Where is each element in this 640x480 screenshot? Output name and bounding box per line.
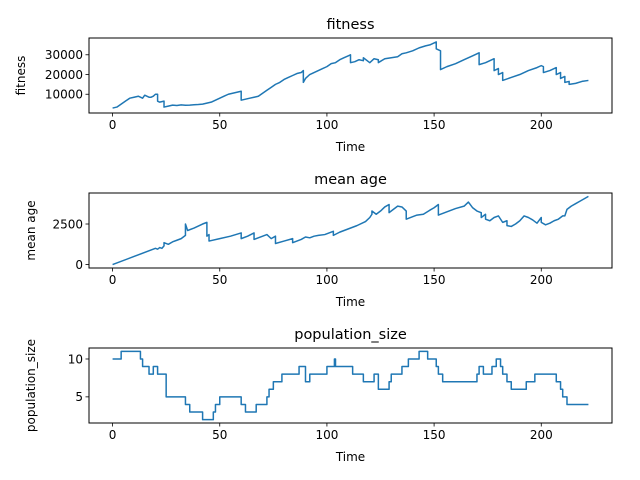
x-tick-label-1: 50 <box>212 428 227 442</box>
x-axis-label: Time <box>335 450 365 464</box>
chart-title: mean age <box>314 172 387 188</box>
x-tick-label-2: 100 <box>315 273 338 287</box>
y-tick-label-1: 10 <box>68 352 83 366</box>
y-tick-label-2: 30000 <box>45 48 83 62</box>
x-tick-label-4: 200 <box>530 273 553 287</box>
chart-title: fitness <box>326 17 374 33</box>
x-tick-label-3: 150 <box>423 118 446 132</box>
x-tick-label-2: 100 <box>315 428 338 442</box>
y-tick-label-0: 10000 <box>45 88 83 102</box>
series-line-0 <box>112 41 589 109</box>
chart-title: population_size <box>294 327 407 343</box>
plot-frame <box>88 347 613 424</box>
y-tick-label-1: 20000 <box>45 68 83 82</box>
y-axis-label: mean age <box>24 200 38 260</box>
x-tick-label-3: 150 <box>423 273 446 287</box>
y-tick-label-0: 5 <box>75 390 83 404</box>
x-tick-label-1: 50 <box>212 273 227 287</box>
subplot-1: 0 50 100 150 200 0 2500 mean age Time mean age <box>24 172 613 309</box>
x-axis-label: Time <box>335 295 365 309</box>
x-tick-label-2: 100 <box>315 118 338 132</box>
plot-frame <box>88 192 613 269</box>
x-tick-label-4: 200 <box>530 428 553 442</box>
x-tick-label-0: 0 <box>109 428 117 442</box>
subplot-2: 0 50 100 150 200 5 10 population_size Time popula… <box>24 327 613 464</box>
x-tick-label-0: 0 <box>109 273 117 287</box>
x-axis-label: Time <box>335 140 365 154</box>
y-tick-label-0: 0 <box>75 258 83 272</box>
series-line-0 <box>112 195 589 266</box>
y-axis-label: population_size <box>24 339 38 432</box>
subplot-0: 0 50 100 150 200 10000 20000 30000 fitness Time fi… <box>14 17 613 154</box>
plot-frame <box>88 37 613 114</box>
y-tick-label-1: 2500 <box>52 217 83 231</box>
x-tick-label-4: 200 <box>530 118 553 132</box>
x-tick-label-1: 50 <box>212 118 227 132</box>
series-line-0 <box>112 350 589 421</box>
y-axis-label: fitness <box>14 56 28 96</box>
x-tick-label-3: 150 <box>423 428 446 442</box>
x-tick-label-0: 0 <box>109 118 117 132</box>
